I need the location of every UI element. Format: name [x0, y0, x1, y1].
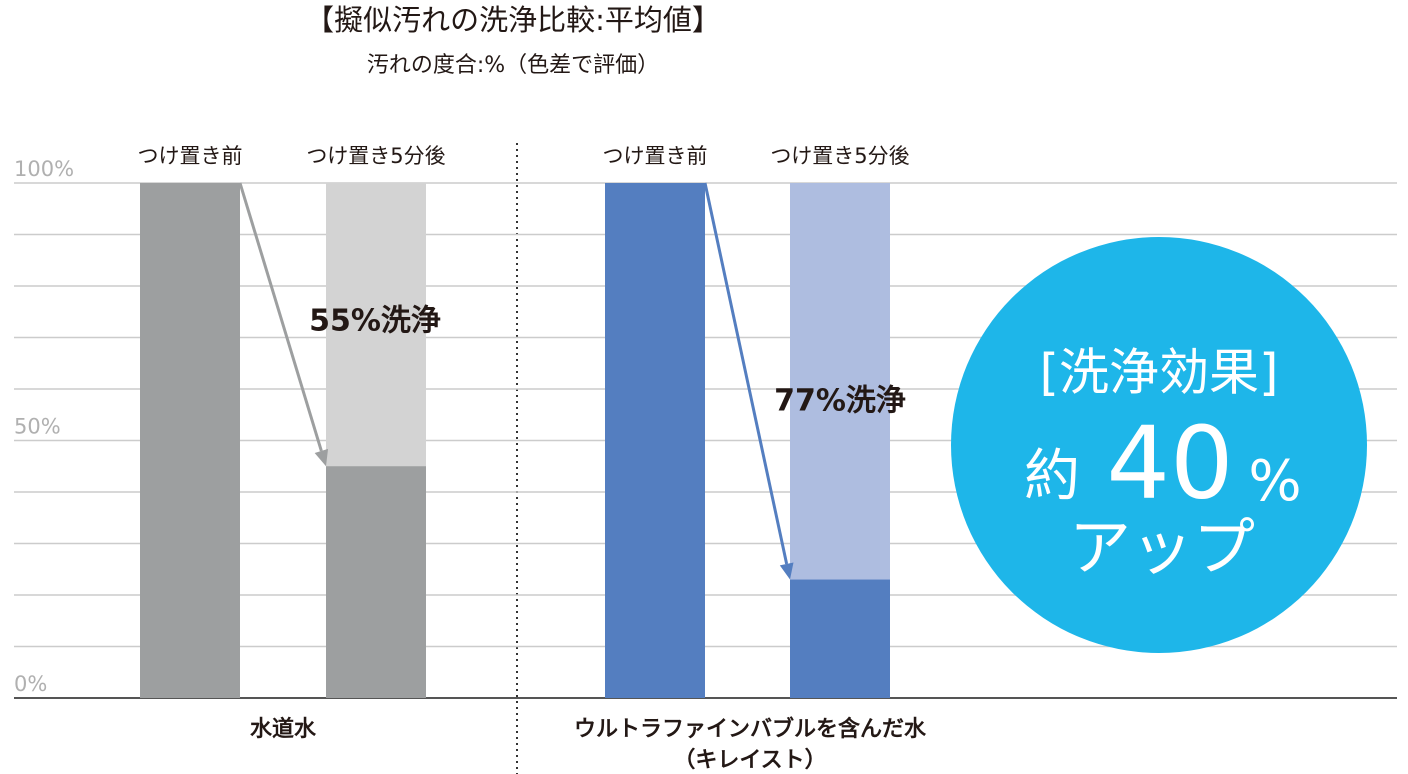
arrow — [703, 182, 789, 565]
category-label: つけ置き前 — [138, 144, 243, 168]
annotation: 55%洗浄 — [309, 304, 441, 339]
chart-subtitle: 汚れの度合:%（色差で評価） — [367, 53, 659, 78]
category-label: つけ置き5分後 — [770, 144, 909, 168]
group-label: （キレイスト） — [673, 748, 826, 773]
y-tick-label: 100% — [14, 157, 74, 181]
badge-heading: [洗浄効果] — [1039, 344, 1278, 402]
arrow — [238, 182, 323, 452]
badge-unit: % — [1248, 449, 1301, 514]
group-label: ウルトラファインバブルを含んだ水 — [574, 716, 927, 742]
arrow-head — [779, 562, 794, 580]
badge-number: 40 — [1106, 404, 1233, 521]
arrow-head — [314, 448, 329, 467]
bar — [605, 183, 705, 698]
category-label: つけ置き前 — [603, 144, 708, 168]
badge-circle — [951, 237, 1367, 653]
badge-prefix: 約 — [1024, 444, 1080, 509]
bar — [140, 183, 240, 698]
bar — [326, 466, 426, 698]
bar — [790, 579, 890, 698]
category-label: つけ置き5分後 — [306, 144, 445, 168]
y-tick-label: 50% — [14, 415, 61, 439]
y-tick-label: 0% — [14, 672, 47, 696]
chart-title: 【擬似汚れの洗浄比較:平均値】 — [305, 3, 721, 37]
badge-suffix: アップ — [1069, 511, 1255, 584]
annotation: 77%洗浄 — [774, 384, 906, 419]
group-label: 水道水 — [250, 716, 317, 742]
